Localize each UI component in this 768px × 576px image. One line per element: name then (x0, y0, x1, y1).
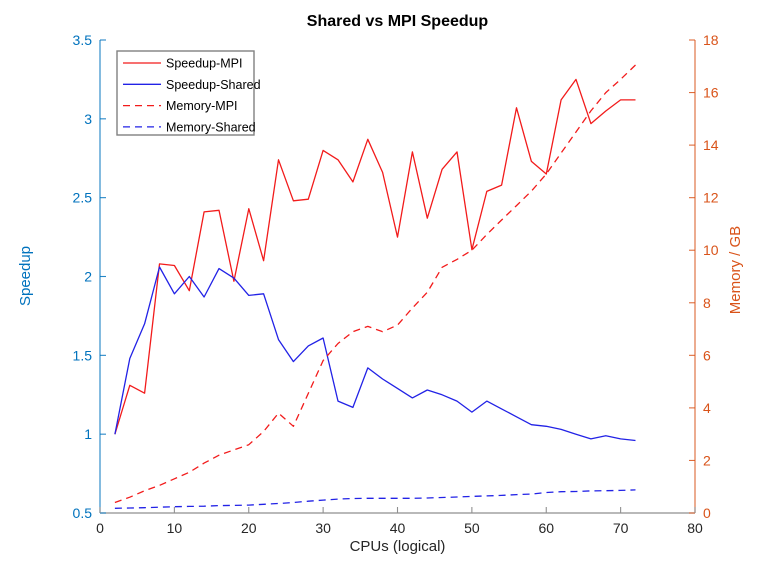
x-tick-label: 50 (464, 520, 480, 536)
y-right-tick-label: 16 (703, 85, 719, 101)
y-right-tick-label: 12 (703, 190, 719, 206)
x-tick-label: 70 (613, 520, 629, 536)
x-tick-label: 60 (538, 520, 554, 536)
y-right-tick-label: 6 (703, 347, 711, 363)
y-left-tick-label: 3.5 (73, 32, 93, 48)
x-tick-label: 30 (315, 520, 331, 536)
x-tick-label: 40 (390, 520, 406, 536)
series-line-speedup-mpi (114, 78, 636, 435)
series-line-speedup-shared (114, 266, 636, 442)
y-axis-right-label: Memory / GB (727, 225, 744, 315)
y-right-tick-label: 8 (703, 295, 711, 311)
y-right-tick-label: 18 (703, 32, 719, 48)
legend-label-speedup-mpi: Speedup-MPI (166, 57, 242, 71)
legend-box (116, 50, 255, 136)
x-tick-label: 20 (241, 520, 257, 536)
legend-label-speedup-shared: Speedup-Shared (166, 78, 261, 92)
y-left-tick-label: 1 (84, 426, 92, 442)
y-right-tick-label: 0 (703, 505, 711, 521)
legend-label-memory-shared: Memory-Shared (166, 120, 256, 134)
x-tick-label: 0 (96, 520, 104, 536)
y-right-tick-label: 4 (703, 400, 711, 416)
chart-title: Shared vs MPI Speedup (306, 13, 489, 30)
x-axis-label: CPUs (logical) (349, 538, 446, 555)
y-left-tick-label: 0.5 (73, 505, 93, 521)
y-left-tick-label: 2 (84, 269, 92, 285)
y-axis-left-label: Speedup (17, 245, 34, 307)
legend-label-memory-mpi: Memory-MPI (166, 99, 238, 113)
y-left-tick-label: 3 (84, 111, 92, 127)
y-left-tick-label: 2.5 (73, 190, 93, 206)
y-right-tick-label: 2 (703, 452, 711, 468)
x-tick-label: 80 (687, 520, 703, 536)
x-tick-label: 10 (167, 520, 183, 536)
series-line-memory-shared (114, 489, 636, 509)
y-right-tick-label: 14 (703, 137, 719, 153)
y-right-tick-label: 10 (703, 242, 719, 258)
series-line-memory-mpi (114, 64, 636, 504)
y-left-tick-label: 1.5 (73, 347, 93, 363)
